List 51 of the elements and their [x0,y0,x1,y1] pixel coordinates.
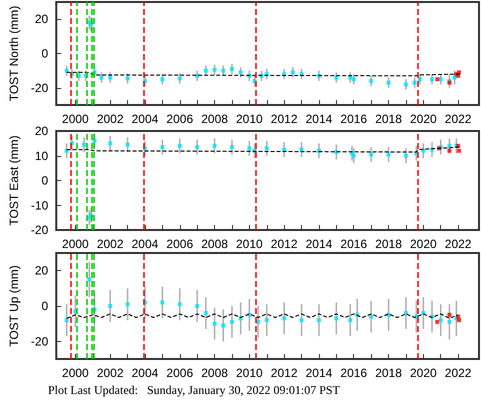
x-tick-label: 2014 [306,112,333,126]
x-tick-label: 2002 [96,237,124,251]
y-axis-title: TOST East (mm) [7,135,21,226]
x-tick-label: 2022 [444,237,472,251]
x-tick-label: 2010 [236,237,264,251]
x-tick-label: 2006 [166,237,194,251]
x-tick-label: 2010 [236,112,264,126]
x-tick-label: 2004 [132,366,159,380]
x-tick-label: 2018 [375,237,402,251]
x-tick-label: 2022 [444,112,472,126]
x-tick-label: 2004 [132,237,159,251]
y-tick-label: 0 [42,299,49,313]
x-tick-label: 2020 [410,112,437,126]
x-tick-label: 2012 [270,237,298,251]
x-tick-label: 2016 [340,112,368,126]
y-tick-label: -20 [30,223,49,237]
y-tick-label: 0 [42,174,49,188]
y-axis-title: TOST Up (mm) [7,265,21,347]
x-tick-label: 2000 [62,112,90,126]
x-tick-label: 2002 [96,366,124,380]
y-tick-label: -20 [30,80,49,95]
y-tick-label: 20 [34,124,49,138]
x-tick-label: 2006 [166,112,194,126]
x-tick-label: 2020 [410,366,437,380]
x-tick-label: 2014 [306,237,333,251]
x-tick-label: 2006 [166,366,194,380]
y-tick-label: -10 [30,198,49,212]
x-tick-label: 2008 [201,237,228,251]
y-tick-label: 20 [34,12,49,26]
y-tick-label: 0 [42,46,49,60]
y-tick-label: 10 [34,148,49,163]
x-tick-label: 2000 [62,237,90,251]
x-tick-label: 2016 [340,366,368,380]
x-tick-label: 2018 [375,366,402,380]
x-tick-label: 2010 [236,366,264,380]
x-tick-label: 2000 [62,366,90,380]
x-tick-label: 2008 [201,112,228,126]
x-tick-label: 2012 [270,112,298,126]
x-tick-label: 2002 [96,112,124,126]
y-tick-label: 20 [34,264,49,278]
x-tick-label: 2008 [201,366,228,380]
x-tick-label: 2014 [306,366,333,380]
x-tick-label: 2016 [340,237,368,251]
text: Plot Last Updated: Sunday, January 30, 2022 09:01:07 PST [48,383,341,397]
y-axis-title: TOST North (mm) [7,6,21,102]
x-tick-label: 2012 [270,366,298,380]
x-tick-label: 2018 [375,112,402,126]
x-tick-label: 2020 [410,237,437,251]
y-tick-label: -20 [30,334,49,348]
x-tick-label: 2004 [132,112,159,126]
x-tick-label: 2022 [444,366,472,380]
